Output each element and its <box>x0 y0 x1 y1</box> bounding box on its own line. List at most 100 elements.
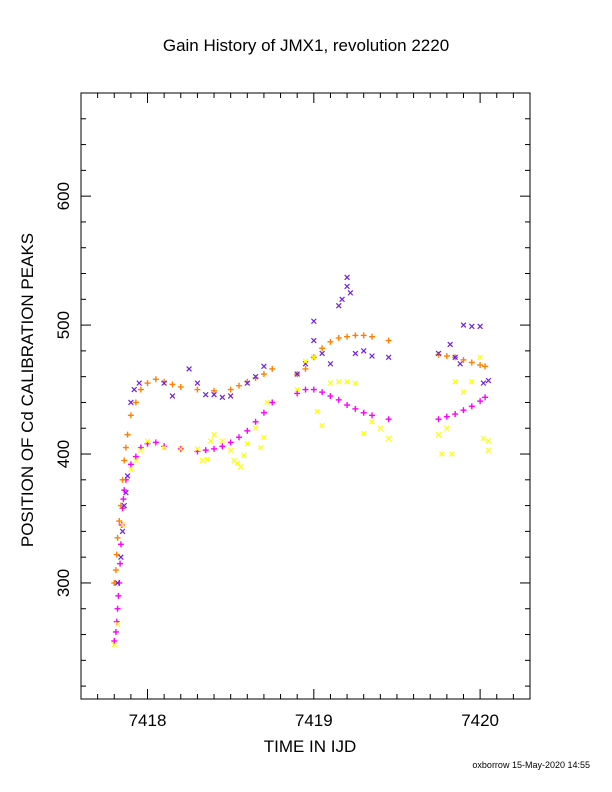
data-point <box>244 440 251 447</box>
data-point <box>439 451 445 457</box>
data-point-stroke <box>360 348 367 354</box>
data-point <box>294 371 301 377</box>
data-point <box>310 337 317 344</box>
data-point <box>327 338 334 345</box>
data-point <box>377 425 384 432</box>
data-point <box>207 438 214 444</box>
data-point <box>482 363 489 370</box>
data-point <box>132 453 139 460</box>
data-point <box>319 389 326 396</box>
data-point <box>477 362 484 369</box>
data-point-stroke <box>385 435 392 442</box>
x-tick-label: 7420 <box>461 711 499 730</box>
data-point <box>360 430 367 437</box>
data-point <box>477 354 483 361</box>
data-point-stroke <box>118 554 124 560</box>
axis-ticks <box>80 92 531 699</box>
data-point <box>244 380 251 386</box>
data-point <box>385 435 392 442</box>
data-points <box>111 274 492 648</box>
data-point <box>360 332 367 339</box>
data-point <box>132 399 139 406</box>
data-point <box>186 366 192 372</box>
data-point <box>138 447 144 453</box>
data-point-stroke <box>121 502 128 509</box>
data-point <box>310 318 317 325</box>
data-point-stroke <box>194 446 201 452</box>
data-point <box>302 365 309 372</box>
data-point <box>302 358 309 365</box>
data-point <box>161 444 167 451</box>
data-point-stroke <box>219 438 226 444</box>
data-point <box>485 438 492 444</box>
data-point <box>369 333 376 340</box>
data-point <box>161 380 167 386</box>
data-point <box>114 534 121 541</box>
data-point <box>199 457 206 464</box>
data-point <box>117 502 124 509</box>
data-point-stroke <box>219 394 226 401</box>
data-point-stroke <box>485 438 492 444</box>
data-point-stroke <box>452 354 458 361</box>
data-point <box>335 396 342 403</box>
data-point <box>319 345 326 352</box>
data-point-stroke <box>449 451 455 457</box>
data-point <box>485 377 492 384</box>
data-point-stroke <box>119 522 126 528</box>
data-point <box>121 487 128 494</box>
y-tick-label: 500 <box>54 311 73 339</box>
data-point-stroke <box>169 393 176 399</box>
chart-title: Gain History of JMX1, revolution 2220 <box>162 36 450 55</box>
data-point <box>128 466 134 473</box>
data-point <box>119 476 126 483</box>
data-point <box>327 380 334 386</box>
data-point-stroke <box>177 446 184 452</box>
data-point <box>480 380 487 386</box>
data-point-stroke <box>227 393 234 399</box>
data-point <box>116 518 123 525</box>
data-point-stroke <box>136 380 143 386</box>
data-point <box>117 560 124 567</box>
data-point <box>123 489 129 496</box>
data-point <box>235 434 242 441</box>
data-point <box>457 360 463 367</box>
data-point <box>111 637 118 644</box>
data-point-stroke <box>439 451 445 457</box>
data-point-stroke <box>211 391 217 398</box>
data-point <box>257 444 264 451</box>
data-point <box>119 528 126 535</box>
data-point-stroke <box>369 418 375 425</box>
data-point-stroke <box>128 466 134 473</box>
data-point <box>121 502 128 509</box>
data-point <box>152 376 159 383</box>
data-point-stroke <box>128 399 134 406</box>
data-point-stroke <box>435 431 442 438</box>
data-point-stroke <box>314 408 320 415</box>
data-point <box>219 438 226 444</box>
data-point <box>468 378 475 385</box>
data-point <box>449 451 455 457</box>
data-point-stroke <box>460 389 467 395</box>
data-point-stroke <box>360 430 367 437</box>
data-point-stroke <box>352 350 359 357</box>
data-point <box>252 425 259 432</box>
data-point-stroke <box>244 440 251 447</box>
data-point-stroke <box>161 444 167 451</box>
data-point <box>120 496 127 503</box>
data-point <box>444 425 450 432</box>
data-point <box>477 323 483 330</box>
x-tick-label: 7418 <box>129 711 167 730</box>
data-point-stroke <box>114 580 121 586</box>
data-point <box>244 427 251 434</box>
data-point-stroke <box>204 456 211 463</box>
data-point <box>252 418 259 425</box>
data-point <box>482 394 489 401</box>
data-point-stroke <box>369 353 375 359</box>
data-point-stroke <box>261 434 267 441</box>
data-point-stroke <box>444 425 450 432</box>
data-point-stroke <box>138 447 144 453</box>
data-point-stroke <box>327 360 334 367</box>
data-point-stroke <box>339 296 345 303</box>
data-point <box>480 435 487 442</box>
